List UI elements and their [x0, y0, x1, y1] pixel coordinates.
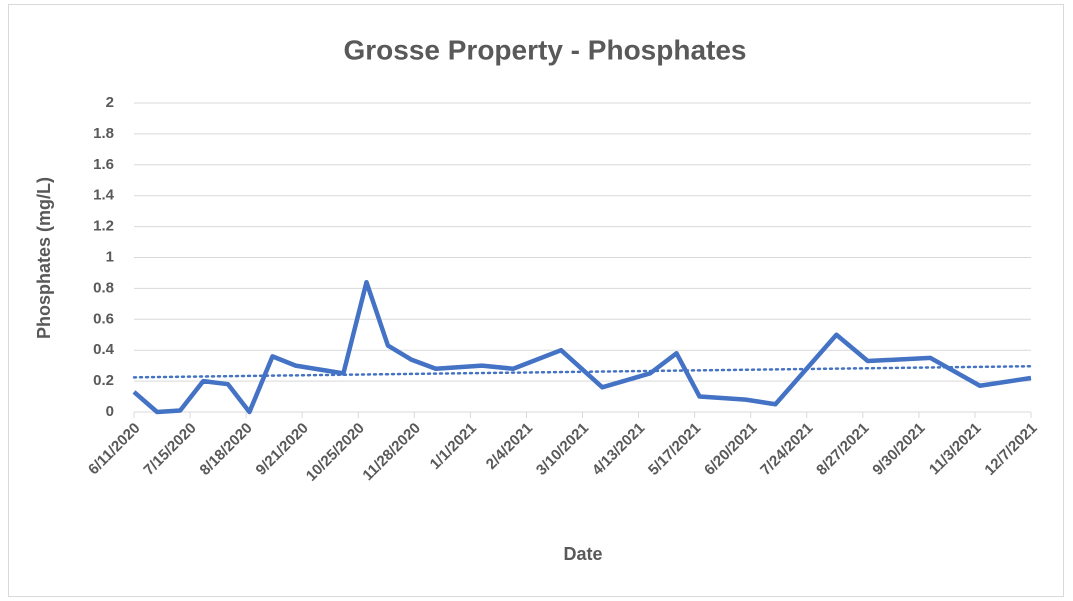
x-axis-label: Date — [563, 544, 602, 564]
y-tick-label: 0.2 — [93, 372, 114, 389]
y-axis-label: Phosphates (mg/L) — [34, 177, 54, 339]
y-tick-label: 1.6 — [93, 156, 114, 173]
y-tick-label: 1 — [106, 248, 114, 265]
y-tick-label: 0.4 — [93, 341, 115, 358]
y-tick-label: 1.4 — [93, 187, 115, 204]
chart-border — [8, 4, 1064, 597]
trendline — [132, 364, 1033, 379]
y-tick-label: 0.6 — [93, 310, 114, 327]
y-tick-label: 0 — [106, 403, 114, 420]
y-tick-label: 1.8 — [93, 125, 114, 142]
y-tick-label: 1.2 — [93, 218, 114, 235]
chart-title: Grosse Property - Phosphates — [343, 34, 746, 65]
y-tick-label: 2 — [106, 94, 114, 111]
data-line — [132, 279, 1032, 415]
y-tick-label: 0.8 — [93, 279, 114, 296]
